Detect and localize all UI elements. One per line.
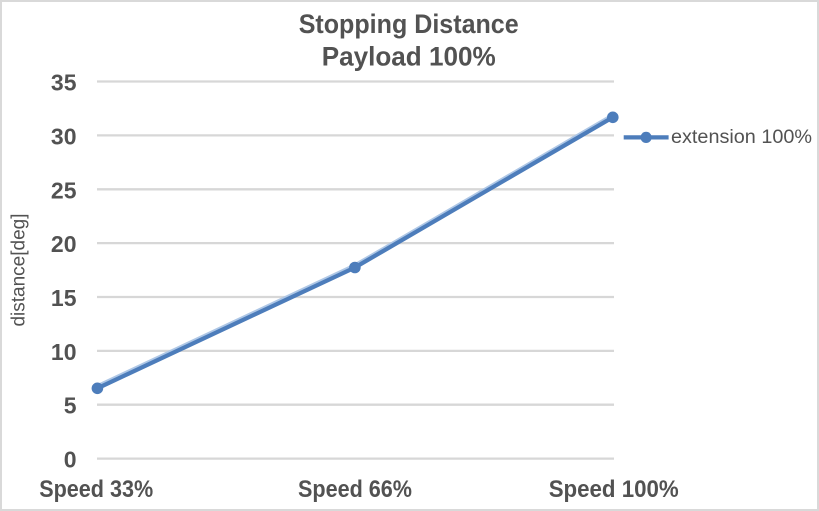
svg-text:Speed 66%: Speed 66%	[298, 476, 412, 503]
svg-text:0: 0	[64, 447, 77, 473]
svg-text:Stopping Distance: Stopping Distance	[299, 9, 519, 39]
svg-text:10: 10	[51, 339, 77, 365]
svg-text:Speed 100%: Speed 100%	[549, 476, 679, 503]
svg-text:35: 35	[51, 70, 77, 96]
svg-text:extension 100%: extension 100%	[671, 126, 812, 148]
svg-text:20: 20	[51, 231, 77, 257]
svg-text:30: 30	[51, 123, 77, 149]
svg-text:Payload 100%: Payload 100%	[322, 41, 496, 71]
svg-text:15: 15	[51, 285, 77, 311]
svg-text:Speed 33%: Speed 33%	[39, 476, 153, 503]
svg-text:distance[deg]: distance[deg]	[9, 213, 30, 326]
svg-text:25: 25	[51, 177, 77, 203]
svg-text:5: 5	[64, 393, 77, 419]
